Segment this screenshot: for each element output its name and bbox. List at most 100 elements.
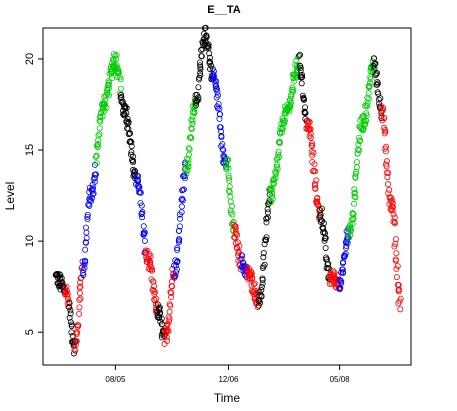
data-point [76, 310, 83, 317]
data-point [392, 256, 399, 263]
data-point [356, 134, 363, 141]
data-point [374, 80, 381, 87]
y-tick-label: 5 [24, 329, 36, 335]
data-point [269, 186, 276, 193]
data-point [64, 293, 71, 300]
data-point [351, 189, 358, 196]
data-point [260, 249, 267, 256]
data-point [286, 108, 293, 115]
data-point [257, 299, 264, 306]
data-point [105, 92, 112, 99]
data-point [197, 72, 204, 79]
data-point [353, 168, 360, 175]
data-point [66, 314, 73, 321]
data-point [84, 213, 91, 220]
x-tick-label: 08/05 [105, 375, 126, 384]
data-point [339, 266, 346, 273]
data-point [312, 185, 319, 192]
data-point [194, 97, 201, 104]
data-point [305, 126, 312, 133]
data-point [362, 120, 369, 127]
data-point [134, 178, 141, 185]
data-point [208, 62, 215, 69]
points-layer [52, 24, 404, 357]
data-point [213, 78, 220, 85]
data-point [225, 174, 232, 181]
data-point [374, 70, 381, 77]
data-point [391, 219, 398, 226]
data-point [191, 105, 198, 112]
data-point [351, 200, 358, 207]
data-point [166, 318, 173, 325]
data-point [293, 63, 300, 70]
data-point [67, 307, 74, 314]
data-point [96, 125, 103, 132]
data-point [383, 143, 390, 150]
data-point [76, 289, 83, 296]
data-point [155, 314, 162, 321]
data-point [114, 65, 121, 72]
data-point [349, 220, 356, 227]
data-point [103, 104, 110, 111]
data-point [163, 334, 170, 341]
data-point [185, 156, 192, 163]
data-point [206, 58, 213, 65]
x-axis: 08/05 12/06 05/08 [105, 365, 350, 384]
data-point [203, 44, 210, 51]
data-point [206, 50, 213, 57]
data-point [347, 227, 354, 234]
data-point [141, 237, 148, 244]
data-point [205, 41, 212, 48]
chart-title: E__TA [207, 4, 240, 16]
data-point [225, 156, 232, 163]
data-point [350, 211, 357, 218]
data-point [174, 258, 181, 265]
data-point [232, 223, 239, 230]
data-point [88, 197, 95, 204]
data-point [189, 120, 196, 127]
data-point [276, 140, 283, 147]
data-point [82, 239, 89, 246]
data-point [128, 157, 135, 164]
data-point [268, 198, 275, 205]
data-point [195, 96, 202, 103]
data-point [153, 295, 160, 302]
data-point [91, 178, 98, 185]
data-point [315, 214, 322, 221]
data-point [373, 71, 380, 78]
data-point [197, 70, 204, 77]
data-point [197, 62, 204, 69]
data-point [177, 215, 184, 222]
data-point [83, 229, 90, 236]
data-point [149, 266, 156, 273]
data-point [113, 52, 120, 59]
data-point [180, 186, 187, 193]
data-point [383, 163, 390, 170]
data-point [210, 68, 217, 75]
data-point [317, 218, 324, 225]
data-point [174, 245, 181, 252]
data-point [63, 283, 70, 290]
data-point [137, 189, 144, 196]
data-point [318, 205, 325, 212]
data-point [173, 269, 180, 276]
data-point [363, 112, 370, 119]
data-point [159, 329, 166, 336]
data-point [91, 175, 98, 182]
data-point [80, 267, 87, 274]
data-point [382, 148, 389, 155]
data-point [181, 175, 188, 182]
data-point [96, 131, 103, 138]
data-point [356, 138, 363, 145]
data-point [122, 104, 129, 111]
data-point [338, 278, 345, 285]
data-point [310, 168, 317, 175]
data-point [385, 181, 392, 188]
data-point [168, 289, 175, 296]
data-point [262, 236, 269, 243]
data-point [317, 211, 324, 218]
data-point [199, 46, 206, 53]
data-point [364, 102, 371, 109]
data-point [95, 132, 102, 139]
data-point [275, 154, 282, 161]
